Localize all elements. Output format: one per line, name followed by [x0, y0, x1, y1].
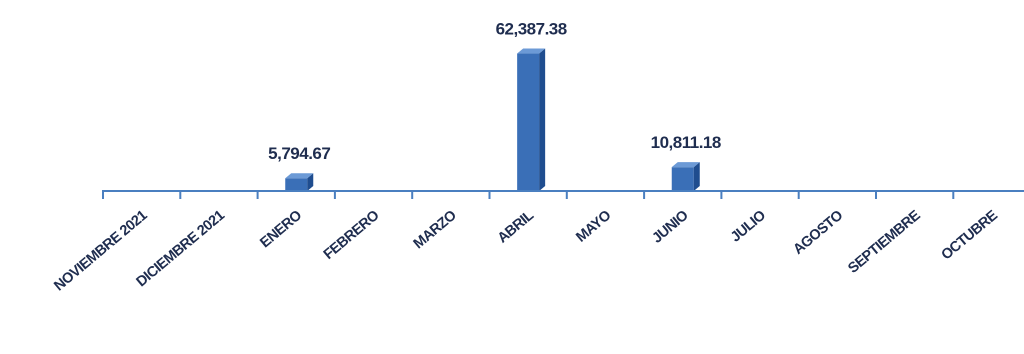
bar-top: [285, 173, 314, 179]
x-axis-ticks: [102, 191, 955, 199]
x-tick-label: ABRIL: [495, 207, 537, 246]
data-label: 10,811.18: [651, 133, 721, 152]
x-tick-label: MARZO: [411, 208, 460, 253]
bar: [671, 162, 700, 191]
x-tick-label: SEPTIEMBRE: [845, 207, 924, 277]
bar: [285, 173, 314, 191]
bar-side: [693, 162, 700, 191]
data-label: 5,794.67: [268, 144, 330, 163]
bar-front: [671, 167, 694, 191]
bar: [517, 48, 546, 192]
bar-top: [671, 162, 700, 168]
bar-front: [517, 53, 540, 192]
x-tick-label: ENERO: [257, 208, 305, 252]
data-label: 62,387.38: [496, 20, 567, 39]
x-tick-label: MAYO: [573, 208, 614, 246]
bars-group: [285, 48, 700, 192]
bar-front: [285, 178, 308, 191]
bar-top: [517, 48, 546, 54]
x-tick-label: OCTUBRE: [939, 207, 1002, 263]
data-labels-group: 5,794.67 62,387.38 10,811.18: [268, 20, 721, 164]
x-tick-label: JULIO: [728, 208, 769, 246]
bar-side: [539, 48, 546, 192]
x-tick-label: FEBRERO: [321, 208, 383, 263]
x-tick-label: AGOSTO: [790, 208, 846, 258]
x-tick-label: JUNIO: [649, 208, 691, 247]
bar-side: [307, 173, 314, 191]
